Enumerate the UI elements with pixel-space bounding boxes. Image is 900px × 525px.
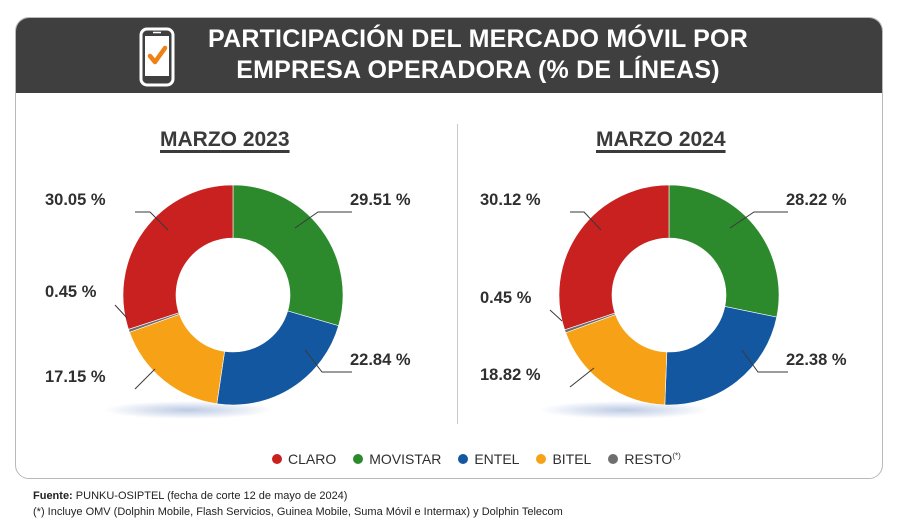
legend-item-resto: RESTO(*) [608,451,681,467]
leader-line-2024-claro [570,211,602,231]
panel-divider [457,124,458,424]
legend-resto-note-mark: (*) [672,451,681,461]
panel-title-2023: MARZO 2023 [160,128,290,151]
legend-label-claro: CLARO [288,451,337,467]
source-label: Fuente: [33,490,73,502]
label-2024-bitel: 18.82 % [480,366,541,384]
leader-line-2024-movistar [729,211,788,229]
label-2023-resto: 0.45 % [45,283,97,301]
legend-item-claro: CLARO [272,451,336,467]
leader-line-2024-entel [741,349,788,373]
source-text: PUNKU-OSIPTEL (fecha de corte 12 de mayo… [75,490,348,502]
legend-swatch-movistar [353,454,364,464]
leader-line-2023-bitel [134,368,156,390]
legend-swatch-entel [458,454,469,464]
legend-item-bitel: BITEL [536,451,591,467]
label-2024-entel: 22.38 % [786,351,847,369]
legend-swatch-resto [608,454,619,464]
label-2023-bitel: 17.15 % [45,368,106,386]
slice-2023-entel [216,310,339,406]
legend-label-resto-text: RESTO [624,451,673,467]
legend-swatch-bitel [536,454,547,464]
legend-swatch-claro [272,454,282,464]
legend: CLARO MOVISTAR ENTEL BITEL RESTO(*) [272,451,681,467]
label-2023-movistar: 29.51 % [350,191,411,209]
slice-2023-claro [122,184,234,330]
label-2024-claro: 30.12 % [480,191,541,209]
leader-line-2023-resto [114,304,128,319]
slice-2023-bitel [129,313,225,405]
phone-check-icon [139,27,175,87]
slice-2024-movistar [668,184,780,318]
title-line-1: PARTICIPACIÓN DEL MERCADO MÓVIL POR [208,25,748,53]
header-bar: PARTICIPACIÓN DEL MERCADO MÓVIL POR EMPR… [16,18,882,93]
leader-line-2023-movistar [294,211,352,229]
legend-label-resto: RESTO(*) [624,451,680,467]
leader-line-2023-claro [135,211,169,231]
legend-label-bitel: BITEL [552,451,592,467]
panel-title-2024: MARZO 2024 [596,128,726,151]
legend-item-movistar: MOVISTAR [353,451,441,467]
leader-line-2023-entel [304,349,352,373]
legend-label-entel: ENTEL [474,451,520,467]
donut-shadow-2023 [103,401,273,419]
source-line: Fuente: PUNKU-OSIPTEL (fecha de corte 12… [33,490,347,502]
leader-line-2024-resto [549,309,563,322]
slice-2024-bitel [565,314,668,406]
label-2023-claro: 30.05 % [45,191,106,209]
chart-title: PARTICIPACIÓN DEL MERCADO MÓVIL POR EMPR… [178,24,778,86]
label-2024-resto: 0.45 % [480,289,532,307]
legend-label-movistar: MOVISTAR [369,451,442,467]
slice-2024-entel [664,306,778,406]
footnote: (*) Incluye OMV (Dolphin Mobile, Flash S… [33,506,563,518]
legend-item-entel: ENTEL [458,451,519,467]
slice-2024-claro [558,184,670,331]
label-2024-movistar: 28.22 % [786,191,847,209]
label-2023-entel: 22.84 % [350,351,411,369]
donut-shadow-2024 [539,401,709,419]
slice-2023-movistar [232,184,344,327]
title-line-2: EMPRESA OPERADORA (% DE LÍNEAS) [236,56,720,84]
leader-line-2024-bitel [569,367,595,388]
